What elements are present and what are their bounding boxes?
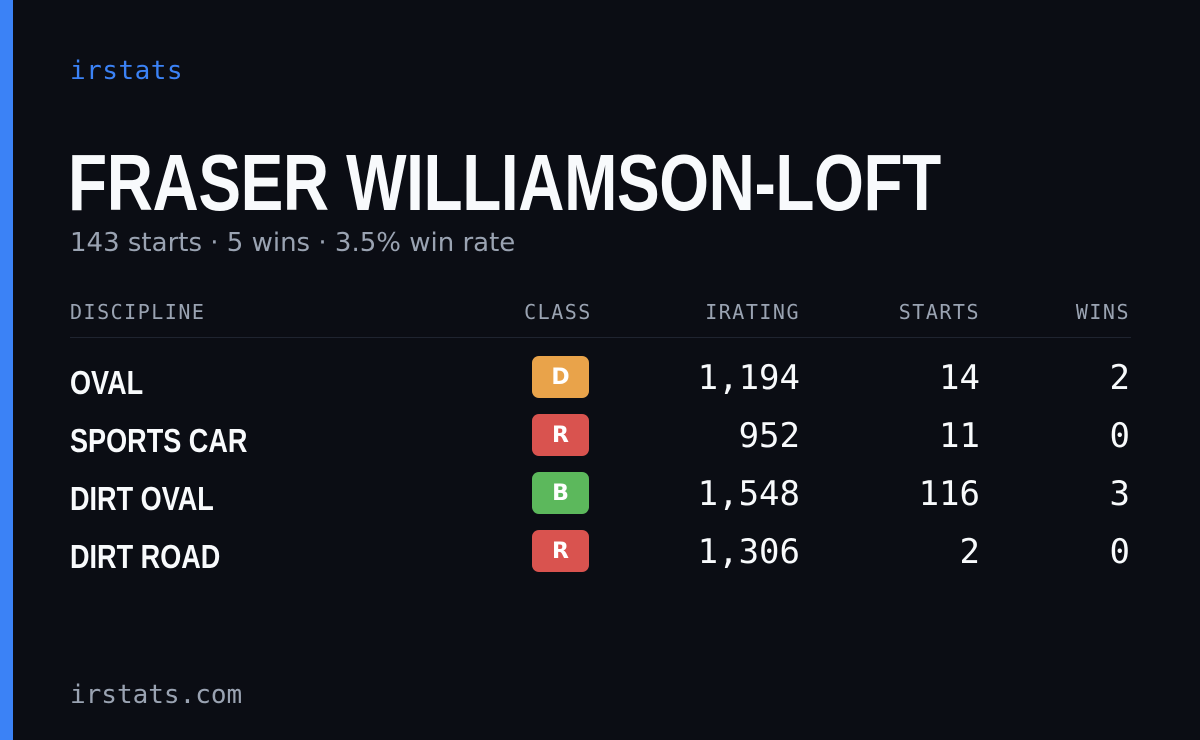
irating-value: 952 <box>738 416 800 456</box>
header-irating: IRATING <box>705 300 800 324</box>
table-row: SPORTS CAR R 952 11 0 <box>70 412 1131 470</box>
header-discipline: DISCIPLINE <box>70 300 206 324</box>
starts-value: 14 <box>939 358 980 398</box>
table-header: DISCIPLINE CLASS IRATING STARTS WINS <box>70 296 1131 338</box>
discipline-name: SPORTS CAR <box>70 422 248 459</box>
header-wins: WINS <box>1075 300 1130 324</box>
table-row: DIRT OVAL B 1,548 116 3 <box>70 470 1131 528</box>
starts-value: 116 <box>918 474 980 514</box>
irating-value: 1,306 <box>697 532 800 572</box>
accent-bar <box>0 0 13 740</box>
class-badge: R <box>532 414 589 456</box>
driver-summary: 143 starts · 5 wins · 3.5% win rate <box>70 228 516 258</box>
wins-value: 0 <box>1109 416 1130 456</box>
irating-value: 1,548 <box>697 474 800 514</box>
header-starts: STARTS <box>898 300 980 324</box>
wins-value: 3 <box>1109 474 1130 514</box>
driver-name: FRASER WILLIAMSON-LOFT <box>68 138 941 227</box>
discipline-name: DIRT ROAD <box>70 538 221 575</box>
discipline-name: OVAL <box>70 364 144 401</box>
table-body: OVAL D 1,194 14 2 SPORTS CAR R 952 11 0 … <box>70 338 1131 586</box>
header-class: CLASS <box>524 300 592 324</box>
starts-value: 2 <box>959 532 980 572</box>
starts-value: 11 <box>939 416 980 456</box>
wins-value: 2 <box>1109 358 1130 398</box>
class-badge: R <box>532 530 589 572</box>
wins-value: 0 <box>1109 532 1130 572</box>
footer-url: irstats.com <box>70 680 243 710</box>
table-row: DIRT ROAD R 1,306 2 0 <box>70 528 1131 586</box>
stats-table: DISCIPLINE CLASS IRATING STARTS WINS OVA… <box>70 296 1131 586</box>
brand-logo: irstats <box>70 56 184 86</box>
discipline-name: DIRT OVAL <box>70 480 214 517</box>
table-row: OVAL D 1,194 14 2 <box>70 354 1131 412</box>
class-badge: B <box>532 472 589 514</box>
class-badge: D <box>532 356 589 398</box>
irating-value: 1,194 <box>697 358 800 398</box>
